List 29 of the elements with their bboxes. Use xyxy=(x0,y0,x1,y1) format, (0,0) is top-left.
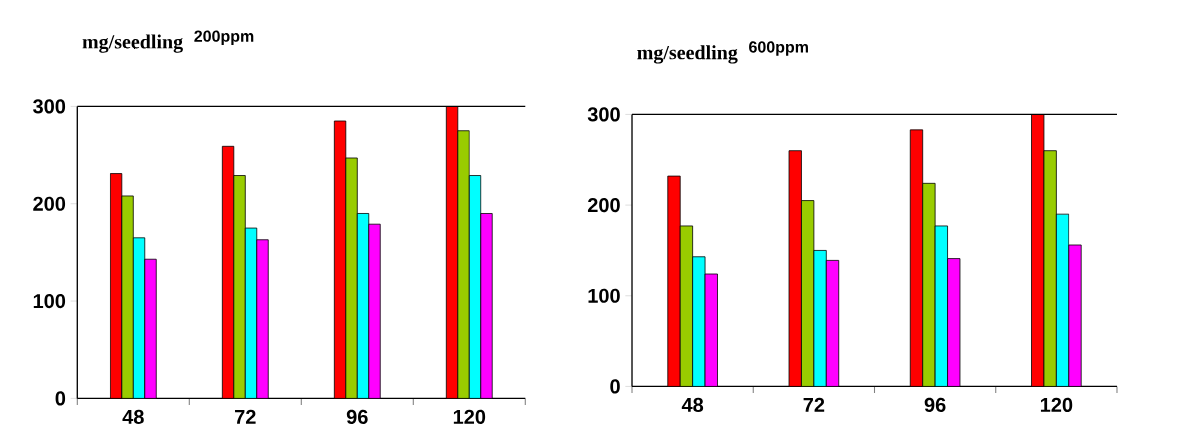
y-tick-label: 200 xyxy=(587,198,620,213)
bar xyxy=(1068,244,1082,387)
x-tick-label: 48 xyxy=(122,409,144,424)
y-tick-label: 300 xyxy=(587,107,620,122)
x-tick-label: 48 xyxy=(681,397,704,412)
x-tick-label: 72 xyxy=(235,409,256,424)
y-tick-label: 300 xyxy=(33,99,66,114)
bar xyxy=(233,175,246,399)
x-tick-label: 120 xyxy=(1040,397,1073,412)
chart-subtitle: 200ppm xyxy=(194,30,254,46)
bar xyxy=(368,223,381,399)
y-tick-label: 0 xyxy=(610,379,620,394)
x-tick-label: 96 xyxy=(924,397,946,412)
chart-title: mg/seedling xyxy=(82,34,183,53)
chart-title: mg/seedling xyxy=(637,45,738,64)
x-tick-label: 96 xyxy=(346,409,368,424)
chart-subtitle: 600ppm xyxy=(749,41,808,56)
bar xyxy=(457,130,470,399)
bar xyxy=(256,239,269,399)
bar xyxy=(480,213,493,399)
bar xyxy=(121,195,134,399)
y-tick-label: 200 xyxy=(33,196,66,211)
y-tick-label: 100 xyxy=(588,288,620,303)
bar xyxy=(345,157,358,399)
x-tick-label: 72 xyxy=(803,397,825,412)
y-tick-label: 0 xyxy=(55,391,66,406)
x-tick-label: 120 xyxy=(453,409,486,424)
bar xyxy=(144,258,157,399)
y-tick-label: 100 xyxy=(33,293,66,309)
